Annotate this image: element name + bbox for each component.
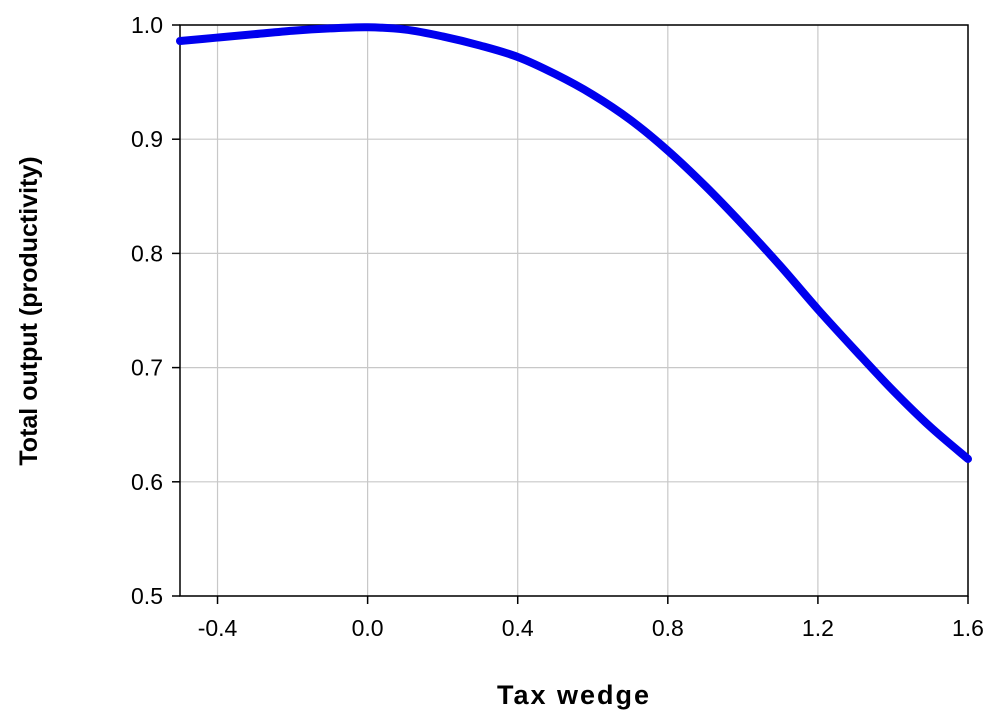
x-tick-label: 1.6 <box>952 615 984 641</box>
y-tick-label: 0.9 <box>131 126 163 152</box>
grid-lines <box>180 24 969 597</box>
series-layer <box>176 23 972 463</box>
x-tick-label: -0.4 <box>198 615 238 641</box>
y-tick-label: 0.7 <box>131 355 163 381</box>
y-tick-label: 1.0 <box>131 12 163 38</box>
x-tick-label: 0.0 <box>352 615 384 641</box>
x-tick-label: 0.4 <box>502 615 534 641</box>
plot-frame <box>179 24 969 597</box>
x-tick-labels: -0.4 0.0 0.4 0.8 1.2 1.6 <box>198 615 984 641</box>
axis-ticks <box>172 24 969 604</box>
y-tick-label: 0.5 <box>131 583 163 609</box>
y-tick-labels: 0.5 0.6 0.7 0.8 0.9 1.0 <box>131 12 163 609</box>
y-tick-label: 0.6 <box>131 469 163 495</box>
x-tick-label: 1.2 <box>802 615 834 641</box>
y-axis-title: Total output (productivity) <box>15 156 43 465</box>
x-axis-title: Tax wedge <box>497 680 651 710</box>
y-tick-label: 0.8 <box>131 240 163 266</box>
x-tick-label: 0.8 <box>652 615 684 641</box>
series-line <box>176 23 972 463</box>
